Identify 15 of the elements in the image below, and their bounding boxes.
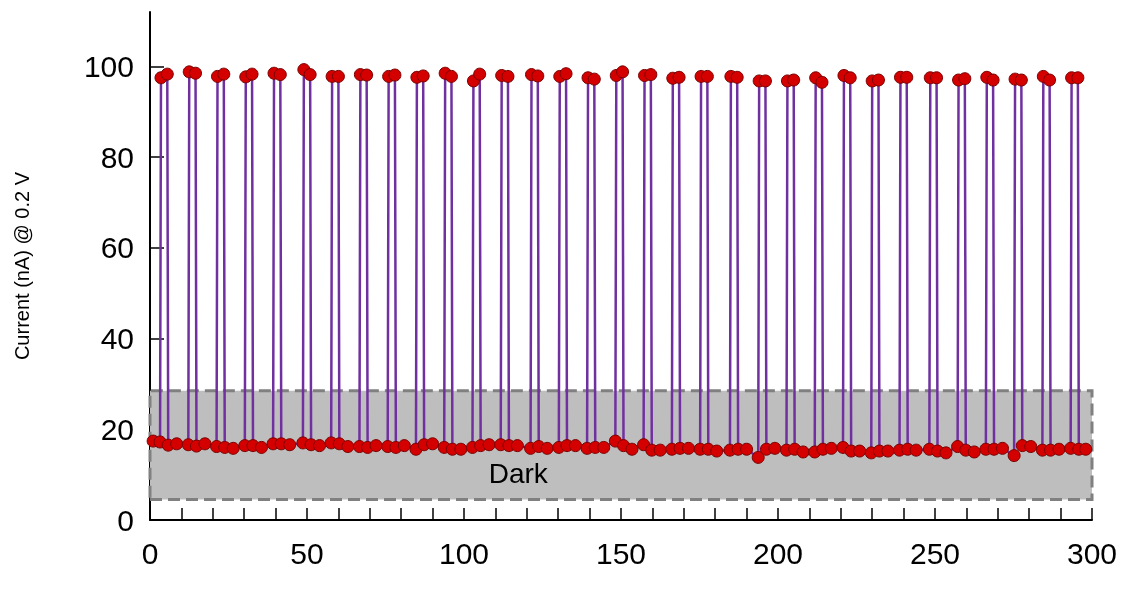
y-tick-label: 20	[100, 412, 134, 446]
x-tick-label: 200	[752, 536, 804, 570]
y-tick-label: 60	[100, 231, 134, 265]
x-tick-label: 300	[1066, 536, 1118, 570]
y-tick-label: 40	[100, 322, 134, 356]
x-tick-label: 150	[595, 536, 647, 570]
band-label: Dark	[488, 458, 549, 490]
x-tick-label: 50	[290, 536, 324, 570]
y-axis-title: Current (nA) @ 0.2 V	[11, 171, 33, 361]
y-tick-label: 100	[83, 49, 134, 83]
x-tick-label: 100	[438, 536, 490, 570]
x-tick-label: 0	[141, 536, 159, 570]
x-tick-label: 250	[909, 536, 961, 570]
y-tick-label: 80	[100, 140, 134, 174]
y-tick-label: 0	[117, 503, 134, 537]
